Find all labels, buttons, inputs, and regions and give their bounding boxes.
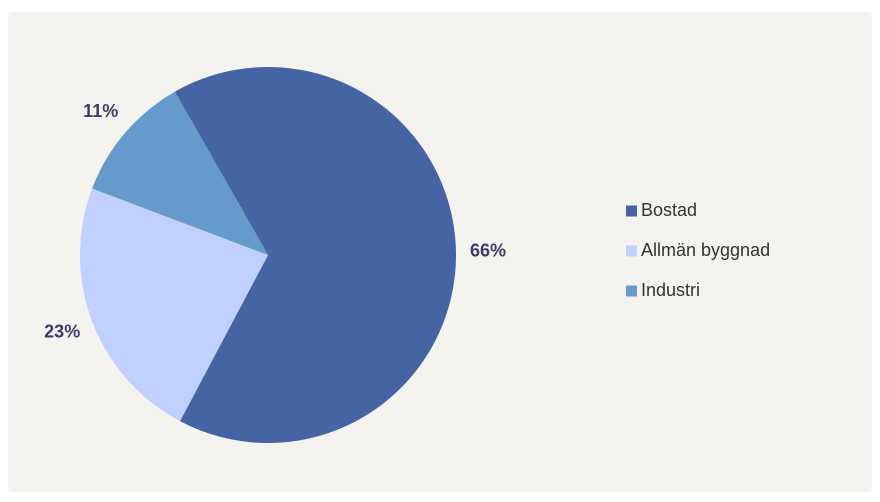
pie-slice (92, 91, 268, 256)
legend-swatch (626, 245, 637, 257)
legend-swatch (626, 205, 637, 217)
legend-label: Allmän byggnad (641, 240, 770, 260)
data-label: 11% (83, 101, 118, 121)
legend-label: Industri (641, 280, 700, 300)
legend-swatch (626, 285, 637, 297)
data-label: 23% (44, 322, 80, 342)
data-label: 66% (470, 240, 506, 260)
pie-slice (79, 188, 268, 422)
pie-slice (174, 67, 457, 443)
legend-label: Bostad (641, 200, 697, 220)
